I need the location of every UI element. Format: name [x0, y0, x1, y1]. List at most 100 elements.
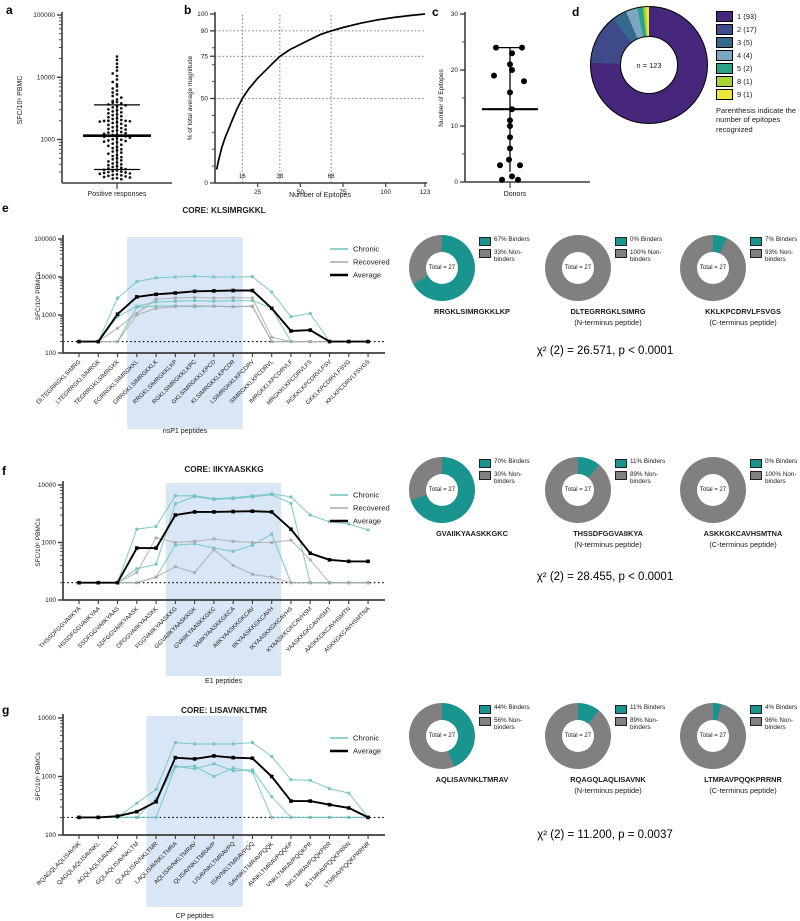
- x-tick-label: 123: [420, 189, 431, 196]
- y-axis-label: SFC/10⁶ PBMC: [17, 76, 24, 125]
- y-axis-label: SFC/10⁶ PBMCs: [35, 271, 42, 320]
- peptide-caption: GVAIIKYAASKKGKC: [436, 529, 508, 538]
- legend-item: 1 (93): [716, 10, 800, 23]
- series-marker: [366, 339, 370, 344]
- data-point: [517, 162, 523, 169]
- series-marker: [231, 509, 235, 514]
- data-point: [115, 173, 119, 176]
- y-tick-label: 100: [45, 832, 56, 839]
- data-point: [119, 155, 123, 159]
- legend-item: 33% Non-binders: [479, 249, 539, 264]
- series-marker: [193, 764, 197, 768]
- series-marker: [270, 541, 274, 544]
- series-marker: [212, 548, 216, 552]
- series-marker: [154, 304, 158, 308]
- nonbinders-label: 96% Non-binders: [765, 716, 794, 732]
- nonbinders-label: 93% Non-binders: [765, 248, 794, 264]
- series-marker: [250, 275, 254, 279]
- series-marker: [173, 494, 177, 498]
- series-marker: [269, 306, 274, 311]
- data-point: [115, 89, 119, 92]
- y-tick-label: 1000: [42, 540, 57, 547]
- legend-label: 2 (17): [737, 25, 757, 34]
- y-axis-label: SFC/10⁶ PBMCs: [35, 517, 42, 566]
- series-marker: [308, 581, 312, 585]
- donut-center-label: n = 123: [620, 36, 678, 94]
- legend-item: 2 (17): [716, 23, 800, 36]
- legend-item: 93% Non-binders: [750, 249, 800, 264]
- series-marker: [327, 558, 332, 562]
- series-marker: [347, 522, 351, 526]
- y-tick-label: 10000: [38, 715, 56, 722]
- binder-legend: 67% Binders 33% Non-binders: [479, 236, 539, 267]
- data-point: [119, 107, 123, 110]
- series-marker: [173, 513, 178, 517]
- series-marker: [154, 546, 158, 550]
- peptide-caption: KKLKPCDRVLFSVGS: [705, 307, 781, 316]
- series-marker: [193, 299, 197, 303]
- peptide-caption: RRGKLSIMRGKKLKP: [434, 307, 510, 316]
- binders-swatch: [750, 704, 762, 714]
- series-marker: [346, 339, 351, 344]
- data-point: [115, 78, 119, 81]
- data-point: [507, 145, 513, 152]
- panel-b-cumulative-curve: 16 38 68 0 50 75 90 100 25 50 75 100 123 Number of Ep…: [187, 11, 431, 199]
- data-point: [115, 58, 119, 62]
- legend-swatch: [716, 63, 733, 74]
- y-tick-label: 20: [451, 67, 459, 74]
- data-point: [507, 61, 513, 68]
- series-marker: [154, 536, 158, 540]
- data-point: [119, 130, 123, 134]
- y-tick-label: 75: [201, 53, 209, 60]
- guide-label: 68: [328, 173, 335, 180]
- series-marker: [116, 340, 120, 344]
- data-point: [124, 119, 127, 123]
- peptide-caption: ASKKGKCAVHSMTNA: [703, 529, 783, 538]
- data-point: [111, 146, 115, 150]
- series-marker: [135, 809, 139, 814]
- data-point: [107, 144, 110, 148]
- data-point: [111, 87, 115, 90]
- binder-donut-chart: Total = 27: [409, 457, 475, 523]
- series-marker: [212, 296, 216, 300]
- series-marker: [154, 297, 158, 301]
- nonbinders-label: 89% Non-binders: [630, 716, 659, 732]
- data-point: [119, 138, 123, 142]
- legend-item: 0% Binders: [750, 458, 800, 468]
- series-marker: [250, 770, 254, 774]
- binders-label: 70% Binders: [494, 458, 530, 465]
- series-marker: [270, 290, 274, 294]
- binder-donut-unit: Total = 27 0% Binders 100% Non-binders D…: [541, 231, 675, 331]
- legend-label: Average: [353, 271, 381, 280]
- series-marker: [154, 787, 158, 791]
- series-marker: [135, 571, 139, 575]
- y-tick-label: 10000: [38, 274, 56, 281]
- series-line-average: [79, 289, 369, 343]
- series-marker: [347, 815, 351, 819]
- series-marker: [270, 493, 274, 497]
- series-line-chronic: [79, 275, 369, 343]
- data-point: [111, 110, 115, 113]
- data-point: [111, 173, 115, 177]
- series-marker: [270, 795, 274, 799]
- data-point: [119, 163, 123, 166]
- binder-donut-unit: Total = 27 7% Binders 93% Non-binders KK…: [676, 231, 800, 331]
- chi-square-stat: χ² (2) = 28.455, p < 0.0001: [536, 571, 674, 583]
- series-line-average: [79, 510, 369, 584]
- series-marker: [366, 815, 370, 820]
- data-point: [115, 82, 119, 86]
- series-marker: [231, 755, 235, 760]
- series-marker: [250, 741, 254, 745]
- legend-label: Average: [353, 747, 381, 756]
- donut-total-label: Total = 27: [426, 474, 458, 506]
- series-marker: [116, 296, 120, 300]
- series-marker: [346, 806, 351, 810]
- series-line-chronic: [79, 765, 369, 818]
- core-highlight-region: [127, 237, 243, 429]
- series-marker: [154, 562, 158, 566]
- nonbinders-swatch: [479, 471, 491, 480]
- binders-swatch: [615, 704, 627, 714]
- series-marker: [96, 339, 101, 344]
- series-marker: [366, 581, 370, 585]
- series-marker: [135, 295, 139, 299]
